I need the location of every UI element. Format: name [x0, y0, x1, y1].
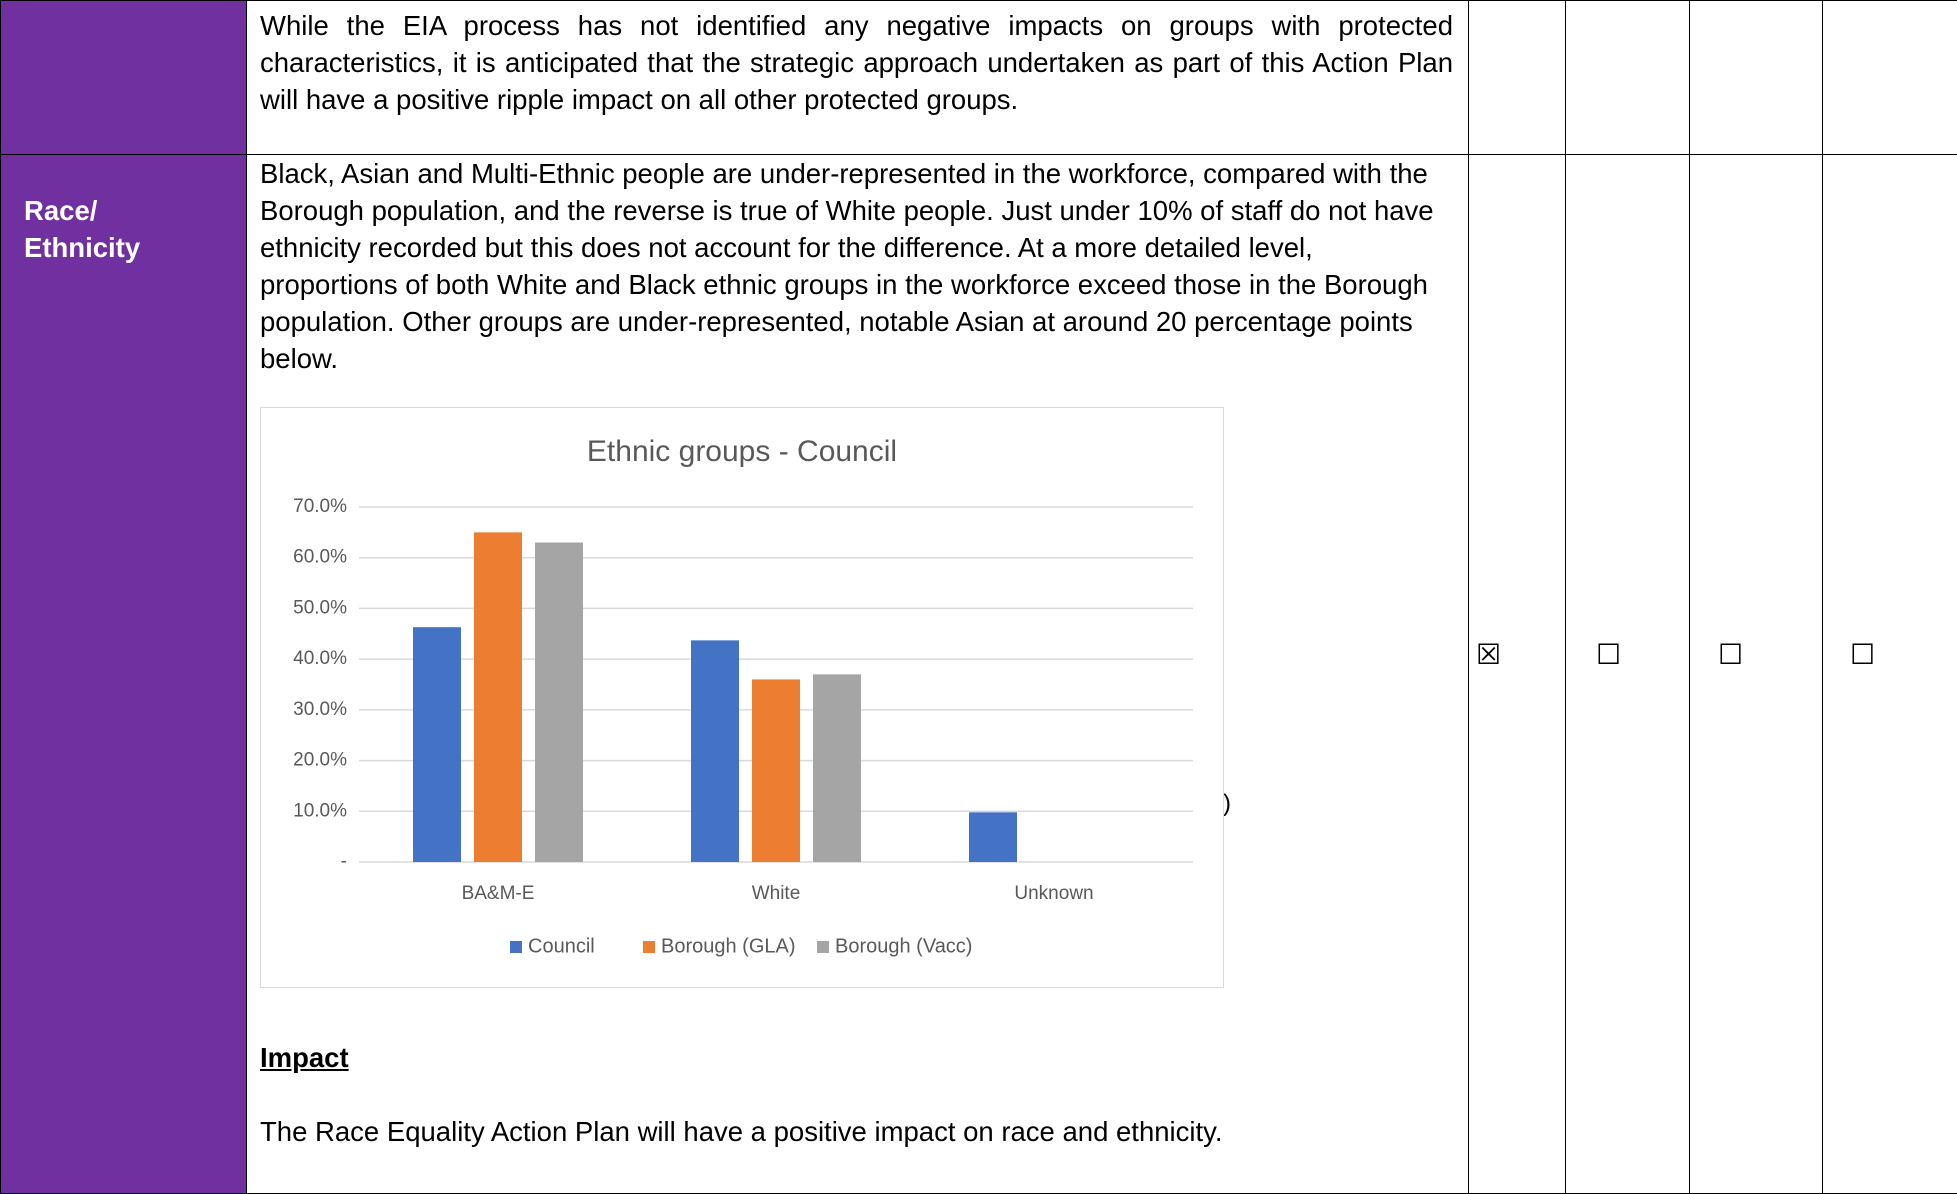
x-tick-label: White — [752, 883, 801, 904]
cell — [1565, 154, 1690, 1194]
bar — [474, 532, 522, 862]
bar — [413, 627, 461, 862]
x-tick-label: BA&M-E — [462, 883, 535, 904]
y-tick-label: 60.0% — [293, 547, 347, 568]
x-tick-label: Unknown — [1014, 883, 1093, 904]
cell — [1468, 0, 1566, 155]
legend-swatch — [643, 941, 655, 953]
y-tick-label: 50.0% — [293, 597, 347, 618]
cell — [1689, 0, 1823, 155]
cell — [1822, 0, 1957, 155]
group-label: Race/ Ethnicity — [24, 195, 141, 263]
y-tick-label: 20.0% — [293, 750, 347, 771]
legend-label: Borough (Vacc) — [835, 935, 972, 957]
chart-title: Ethnic groups - Council — [587, 435, 897, 468]
cell — [1565, 0, 1690, 155]
bar — [969, 812, 1017, 862]
legend-swatch — [817, 941, 829, 953]
cell — [0, 0, 247, 155]
cell — [1822, 154, 1957, 1194]
impact-text: The Race Equality Action Plan will have … — [260, 1116, 1223, 1147]
y-tick-label: 40.0% — [293, 648, 347, 669]
legend-swatch — [510, 941, 522, 953]
description: Black, Asian and Multi-Ethnic people are… — [260, 158, 1434, 374]
impact-heading: Impact — [260, 1042, 349, 1073]
checkbox[interactable]: ☐ — [1850, 638, 1876, 671]
legend-label: Council — [528, 935, 595, 957]
legend-label: Borough (GLA) — [661, 935, 796, 957]
cell — [1689, 154, 1823, 1194]
bar — [752, 679, 800, 862]
chart: Ethnic groups - Council - 10.0% 20.0% 30.0%… — [260, 407, 1224, 988]
description: While the EIA process has not identified… — [260, 10, 1453, 115]
bar — [691, 640, 739, 862]
checkbox[interactable]: ☐ — [1596, 638, 1622, 671]
y-tick-label: - — [341, 851, 347, 872]
bar — [535, 542, 583, 862]
stray-text: ) — [1223, 790, 1231, 817]
checkbox[interactable]: ☒ — [1476, 638, 1502, 671]
checkbox[interactable]: ☐ — [1718, 638, 1744, 671]
bar — [813, 674, 861, 862]
cell — [1468, 154, 1566, 1194]
y-tick-label: 10.0% — [293, 800, 347, 821]
y-tick-label: 30.0% — [293, 699, 347, 720]
y-tick-label: 70.0% — [293, 496, 347, 517]
cell — [0, 154, 247, 1194]
